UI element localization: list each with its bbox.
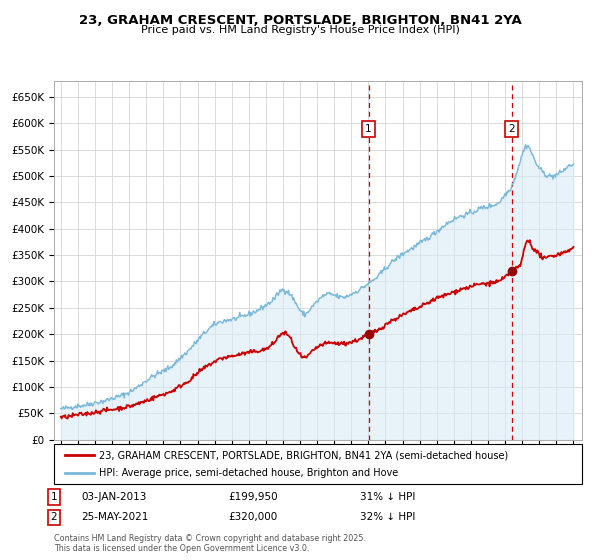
Text: 1: 1 bbox=[365, 124, 372, 134]
Text: Contains HM Land Registry data © Crown copyright and database right 2025.
This d: Contains HM Land Registry data © Crown c… bbox=[54, 534, 366, 553]
Text: 23, GRAHAM CRESCENT, PORTSLADE, BRIGHTON, BN41 2YA (semi-detached house): 23, GRAHAM CRESCENT, PORTSLADE, BRIGHTON… bbox=[99, 450, 508, 460]
Text: 23, GRAHAM CRESCENT, PORTSLADE, BRIGHTON, BN41 2YA: 23, GRAHAM CRESCENT, PORTSLADE, BRIGHTON… bbox=[79, 14, 521, 27]
FancyBboxPatch shape bbox=[54, 444, 582, 484]
Text: HPI: Average price, semi-detached house, Brighton and Hove: HPI: Average price, semi-detached house,… bbox=[99, 468, 398, 478]
Text: 2: 2 bbox=[50, 512, 58, 522]
Text: £199,950: £199,950 bbox=[228, 492, 278, 502]
Text: 2: 2 bbox=[508, 124, 515, 134]
Text: 1: 1 bbox=[50, 492, 58, 502]
Text: Price paid vs. HM Land Registry's House Price Index (HPI): Price paid vs. HM Land Registry's House … bbox=[140, 25, 460, 35]
Text: £320,000: £320,000 bbox=[228, 512, 277, 522]
Text: 32% ↓ HPI: 32% ↓ HPI bbox=[360, 512, 415, 522]
Text: 03-JAN-2013: 03-JAN-2013 bbox=[81, 492, 146, 502]
Text: 31% ↓ HPI: 31% ↓ HPI bbox=[360, 492, 415, 502]
Text: 25-MAY-2021: 25-MAY-2021 bbox=[81, 512, 148, 522]
